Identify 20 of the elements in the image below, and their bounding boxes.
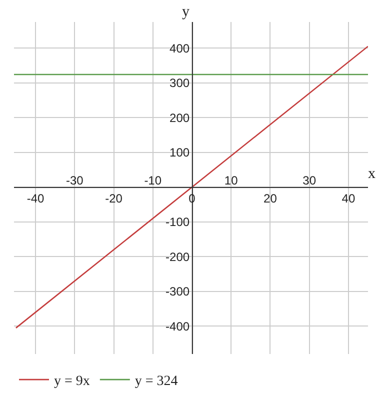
y-tick-label: -200 bbox=[166, 250, 190, 264]
legend-label: y = 9x bbox=[54, 374, 90, 390]
x-tick-label: -40 bbox=[26, 192, 45, 206]
x-tick-label: 40 bbox=[342, 192, 356, 206]
y-tick-label: 200 bbox=[170, 110, 190, 125]
x-tick-label: -20 bbox=[105, 192, 123, 206]
legend-label: y = 324 bbox=[134, 374, 178, 390]
x2-tick-label: -30 bbox=[66, 174, 84, 188]
x2-tick-label: 10 bbox=[224, 174, 238, 188]
y-tick-label: -300 bbox=[166, 284, 190, 299]
y-tick-label: -100 bbox=[166, 215, 190, 230]
x-axis-title: x bbox=[368, 166, 376, 182]
y-tick-label: -400 bbox=[166, 319, 190, 334]
x2-tick-label: -10 bbox=[144, 174, 162, 188]
y-tick-label: 400 bbox=[170, 41, 190, 56]
x-tick-label: 20 bbox=[264, 192, 278, 206]
y-tick-label: 100 bbox=[170, 146, 190, 160]
y-axis-title: y bbox=[182, 4, 190, 20]
y-tick-label: 300 bbox=[170, 76, 190, 90]
x2-tick-label: 30 bbox=[302, 174, 316, 188]
